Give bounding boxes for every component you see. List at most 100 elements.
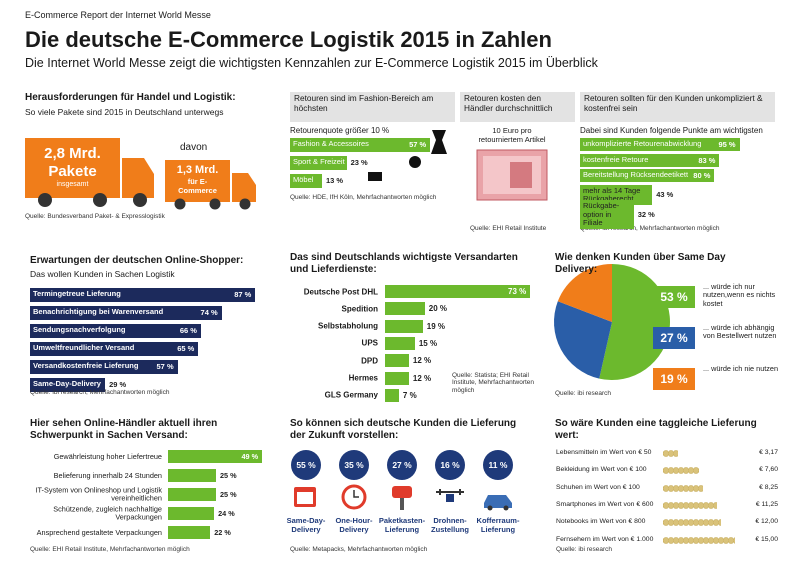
value-circle: 27 %	[387, 450, 417, 480]
item-label: Drohnen-Zustellung	[431, 516, 469, 534]
title: Die deutsche E-Commerce Logistik 2015 in…	[25, 27, 552, 52]
section-title: Wie denken Kunden über Same Day Delivery…	[555, 252, 726, 275]
bar-label: Schützende, zugleich nachhaltige Verpack…	[53, 504, 162, 522]
share-intro: davon	[180, 142, 208, 153]
bar	[385, 302, 425, 316]
source: Quelle: ibi research, Mehrfachantworten …	[30, 389, 170, 396]
kicker: E-Commerce Report der Internet World Mes…	[25, 10, 211, 20]
bar-label: Termingetreue Lieferung	[33, 289, 121, 298]
source: Quelle: Statista; EHI Retail Institute, …	[452, 372, 535, 394]
value-label: 23 %	[350, 158, 368, 167]
section-title: Das sind Deutschlands wichtigste Versand…	[290, 252, 518, 275]
bar-label: IT-System von Onlineshop und Logistik ve…	[35, 485, 162, 503]
item-label: Kofferraum-Lieferung	[476, 516, 520, 534]
section-title: Erwartungen der deutschen Online-Shopper…	[30, 255, 244, 266]
bar	[385, 285, 531, 298]
amount: 1,3 Mrd.	[176, 164, 219, 176]
bar	[580, 184, 653, 205]
dress-icon	[431, 130, 447, 154]
bar	[168, 526, 211, 539]
pie-slice	[599, 264, 670, 380]
row-value: € 12,00	[755, 518, 778, 526]
note: für E-Commerce	[178, 177, 217, 195]
bar-label: Versandkostenfreie Lieferung	[33, 361, 139, 370]
value-label: 43 %	[656, 189, 674, 199]
bar-label: Selbstabholung	[318, 321, 378, 331]
note: insgesamt	[56, 181, 89, 188]
bar-label: Deutsche Post DHL	[303, 286, 378, 296]
row-label: Lebensmitteln im Wert von € 50	[556, 449, 652, 456]
legend-box: 53 %	[653, 286, 695, 308]
item-label: One-Hour-Delivery	[335, 516, 373, 534]
value-label: 25 %	[220, 490, 237, 499]
value-circle: 16 %	[435, 450, 465, 480]
bar	[30, 378, 106, 392]
truck-large	[25, 138, 154, 207]
row-value: € 11,25	[755, 500, 778, 508]
unit: Pakete	[48, 163, 97, 180]
bar-label: Hermes	[348, 373, 378, 383]
bar-label: Gewährleistung hoher Liefertreue	[53, 451, 162, 461]
banknote	[476, 149, 548, 201]
legend-label: ... würde ich nie nutzen	[703, 364, 779, 373]
future-icons	[294, 484, 512, 511]
section-title: Herausforderungen für Handel und Logisti…	[25, 92, 236, 103]
bar-label: Belieferung innerhalb 24 Stunden	[53, 470, 162, 480]
bar	[168, 469, 216, 482]
row-label: Smartphones im Wert von € 600	[556, 500, 654, 508]
value-label: 57 %	[409, 140, 427, 149]
value-label: 87 %	[234, 290, 252, 299]
value-label: 57 %	[156, 362, 174, 371]
bar-label: Rückgabe-option in Filiale	[583, 201, 620, 228]
row-label: Bekleidung im Wert von € 100	[556, 466, 647, 474]
source: Quelle: HDE, IfH Köln, Mehrfachantworten…	[290, 194, 437, 201]
value-label: 32 %	[637, 210, 655, 219]
bar	[385, 336, 415, 350]
bar-label: Spedition	[341, 304, 378, 314]
source: Quelle: ibi research, Mehrfachantworten …	[580, 225, 720, 232]
value-label: 66 %	[179, 326, 197, 335]
bar-label: Sendungsnachverfolgung	[33, 325, 126, 334]
bar	[385, 319, 423, 333]
row-label: Fernsehern im Wert von € 1.000	[556, 535, 654, 543]
bar	[290, 138, 431, 152]
value-label: 12 %	[412, 356, 432, 366]
bar	[385, 388, 399, 402]
pie	[554, 264, 670, 380]
bar-label: Umweltfreundlicher Versand	[33, 343, 135, 352]
legend-box: 27 %	[653, 327, 695, 349]
ball-icon	[409, 156, 421, 168]
source: Quelle: EHI Retail Institute, Mehrfachan…	[30, 546, 190, 553]
value-label: 15 %	[418, 338, 438, 348]
value-label: 12 %	[412, 373, 432, 383]
value-circle: 11 %	[483, 450, 513, 480]
value-label: 29 %	[109, 380, 127, 389]
value-label: 22 %	[214, 528, 231, 537]
legend-label: ... würde ich nur nutzen,wenn es nichts …	[703, 282, 776, 308]
bar-label: unkomplizierte Retourenabwicklung	[583, 139, 702, 148]
bar	[580, 138, 740, 151]
section-title: So wäre Kunden eine taggleiche Lieferung…	[555, 418, 757, 441]
bar-label: Sport & Freizeit	[293, 157, 345, 166]
bar-label: Möbel	[293, 175, 314, 184]
bar	[385, 371, 409, 385]
bar	[168, 507, 215, 520]
coin-strip	[663, 519, 721, 527]
coin-strip	[663, 484, 703, 492]
pie-slice	[557, 264, 612, 322]
bar-label: mehr als 14 Tage Rückgaberecht	[583, 185, 641, 204]
value-label: 80 %	[693, 171, 711, 180]
coin-strip	[663, 467, 700, 475]
value-label: 65 %	[177, 344, 195, 353]
item-label: Same-Day-Delivery	[286, 516, 326, 534]
value-label: 20 %	[428, 304, 448, 314]
bar-label: UPS	[361, 338, 378, 348]
truck-small	[165, 160, 256, 210]
coin-strip	[663, 536, 735, 544]
panel-header: Retouren sollten für den Kunden unkompli…	[580, 92, 775, 122]
pie-slice	[554, 301, 612, 379]
bar	[30, 306, 222, 320]
row-label: Schuhen im Wert von € 100	[556, 483, 640, 491]
